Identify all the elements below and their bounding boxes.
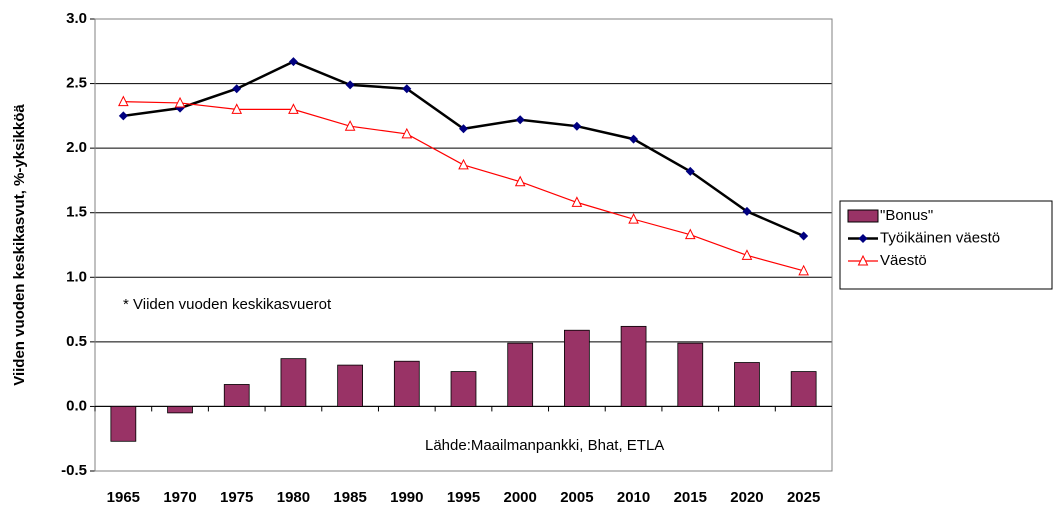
x-tick-label: 2020 <box>730 489 763 506</box>
marker <box>742 206 752 216</box>
bar <box>110 406 137 442</box>
marker <box>572 121 582 131</box>
x-tick-label: 2015 <box>674 489 707 506</box>
y-tick-label: 3.0 <box>66 10 87 27</box>
marker <box>628 213 639 224</box>
marker <box>741 249 753 260</box>
marker <box>629 134 639 144</box>
marker <box>459 124 468 134</box>
bar <box>734 362 760 407</box>
bar <box>337 364 363 407</box>
marker <box>402 84 412 94</box>
marker <box>684 228 696 240</box>
bar <box>620 325 647 407</box>
x-tick-label: 2025 <box>787 489 820 506</box>
marker <box>798 264 809 276</box>
marker <box>288 103 299 114</box>
marker <box>458 158 469 170</box>
marker <box>345 80 355 90</box>
marker <box>571 196 583 207</box>
marker <box>514 175 526 187</box>
annotation: Lähde:Maailmanpankki, Bhat, ETLA <box>425 437 664 454</box>
x-tick-label: 2010 <box>617 489 650 506</box>
bar <box>393 360 420 407</box>
legend-swatch <box>847 209 879 223</box>
line <box>123 60 805 238</box>
bar <box>677 342 704 407</box>
legend-label: Väestö <box>880 252 927 269</box>
marker <box>344 120 356 131</box>
marker <box>174 96 186 108</box>
bar <box>280 358 307 407</box>
x-tick-label: 2000 <box>504 489 537 506</box>
y-tick-label: 1.5 <box>66 204 87 221</box>
marker <box>232 84 242 94</box>
marker <box>685 166 695 176</box>
marker <box>231 103 243 114</box>
bar <box>564 329 590 407</box>
x-tick-label: 2005 <box>560 489 593 506</box>
legend-marker <box>857 254 869 266</box>
marker <box>799 231 809 241</box>
marker <box>401 127 413 139</box>
x-tick-label: 1990 <box>390 489 423 506</box>
y-axis-label: Viiden vuoden keskikasvut, %-yksikköä <box>11 104 28 386</box>
y-tick-label: 2.5 <box>66 75 87 92</box>
marker <box>515 115 525 125</box>
legend-marker <box>858 234 868 243</box>
y-tick-label: -0.5 <box>61 462 87 479</box>
y-tick-label: 2.0 <box>66 139 87 156</box>
x-tick-label: 1980 <box>277 489 310 506</box>
bar <box>167 406 193 414</box>
marker <box>118 111 128 121</box>
x-tick-label: 1970 <box>163 489 196 506</box>
marker <box>118 95 129 107</box>
legend-label: Työikäinen väestö <box>880 229 1000 246</box>
bar <box>507 342 534 407</box>
bar <box>223 384 250 407</box>
marker <box>288 57 298 67</box>
y-tick-label: 1.0 <box>66 268 87 285</box>
bar <box>450 371 477 407</box>
y-tick-label: 0.5 <box>66 333 87 350</box>
annotation: * Viiden vuoden keskikasvuerot <box>123 296 332 313</box>
y-tick-label: 0.0 <box>66 397 87 414</box>
plot-area <box>94 18 833 472</box>
x-tick-label: 1985 <box>333 489 366 506</box>
x-tick-label: 1975 <box>220 489 253 506</box>
x-tick-label: 1965 <box>107 489 140 506</box>
legend-label: "Bonus" <box>880 207 933 224</box>
x-tick-label: 1995 <box>447 489 480 506</box>
bar <box>790 371 817 407</box>
